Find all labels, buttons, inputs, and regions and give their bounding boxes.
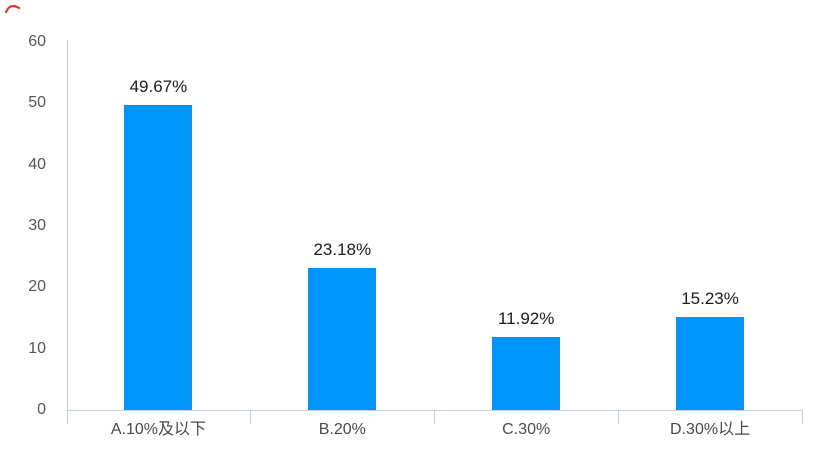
bar	[308, 267, 377, 410]
x-axis-category-label: D.30%以上	[670, 421, 751, 438]
bar-value-label: 11.92%	[497, 308, 555, 328]
bar	[676, 316, 745, 410]
y-axis-tick-label: 10	[28, 339, 46, 357]
y-axis-tick-label: 30	[28, 217, 46, 234]
y-axis-tick-label: 0	[37, 401, 46, 418]
y-axis-line	[66, 40, 68, 410]
y-axis-tick-label: 60	[28, 33, 46, 50]
y-axis-tick-label: 50	[28, 94, 46, 112]
bar-value-label: 23.18%	[313, 239, 372, 259]
x-axis-tick	[66, 410, 68, 424]
bar-value-label: 49.67%	[129, 77, 188, 97]
bar-value-label: 15.23%	[681, 288, 739, 308]
bar	[124, 105, 193, 410]
x-axis-category-label: C.30%	[502, 421, 551, 438]
x-axis-category-label: A.10%及以下	[110, 421, 207, 438]
x-axis-tick	[250, 410, 252, 424]
y-axis-tick-label: 40	[28, 155, 46, 173]
red-pen-stroke-mark	[4, 4, 21, 14]
x-axis-tick	[434, 410, 436, 424]
y-axis-tick-label: 20	[28, 278, 46, 296]
x-axis-category-label: B.20%	[318, 421, 366, 438]
bar	[492, 336, 561, 410]
x-axis-tick	[802, 410, 803, 424]
x-axis-tick	[618, 410, 620, 424]
